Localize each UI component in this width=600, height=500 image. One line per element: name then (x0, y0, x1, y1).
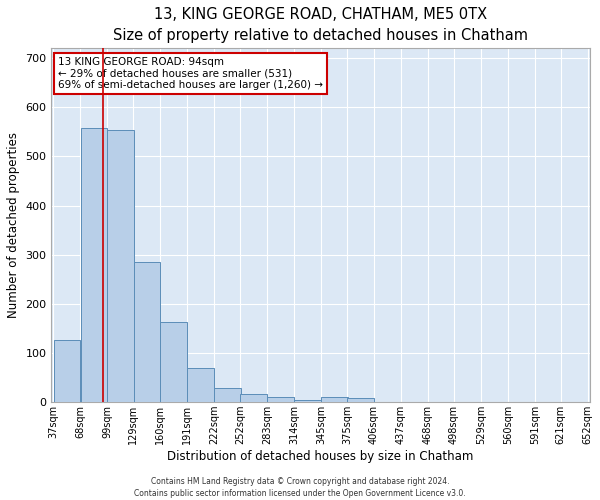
Bar (80, 128, 107, 402)
Text: 13 KING GEORGE ROAD: 94sqm
← 29% of detached houses are smaller (531)
69% of sem: 13 KING GEORGE ROAD: 94sqm ← 29% of deta… (58, 57, 323, 90)
Bar (53, 340, 80, 402)
Bar (295, 400, 320, 402)
Bar (241, 394, 267, 402)
Bar (160, 322, 187, 402)
Text: Contains HM Land Registry data © Crown copyright and database right 2024.
Contai: Contains HM Land Registry data © Crown c… (134, 476, 466, 498)
Bar (347, 398, 374, 402)
Bar (107, 130, 134, 402)
Y-axis label: Number of detached properties: Number of detached properties (7, 132, 20, 318)
Bar (268, 398, 293, 402)
Bar (187, 368, 214, 402)
Bar (134, 262, 160, 402)
Title: 13, KING GEORGE ROAD, CHATHAM, ME5 0TX
Size of property relative to detached hou: 13, KING GEORGE ROAD, CHATHAM, ME5 0TX S… (113, 7, 528, 43)
Bar (214, 388, 241, 402)
X-axis label: Distribution of detached houses by size in Chatham: Distribution of detached houses by size … (167, 450, 474, 463)
Bar (322, 398, 347, 402)
